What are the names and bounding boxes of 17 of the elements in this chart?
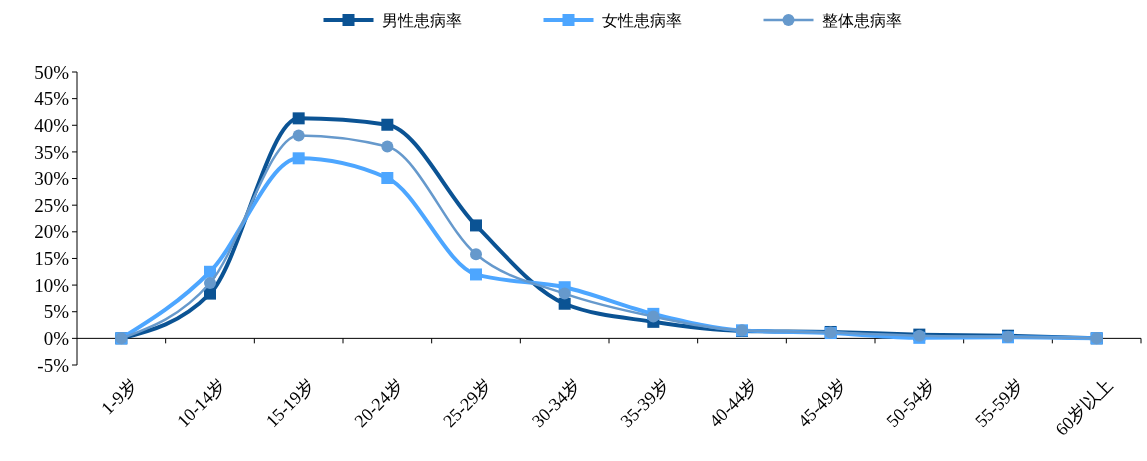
x-tick-label: 1-9岁	[97, 374, 142, 419]
y-tick-label: 15%	[34, 248, 70, 270]
y-tick-label: 30%	[34, 168, 70, 190]
y-tick-label: 10%	[34, 274, 70, 296]
y-tick-label: 45%	[34, 88, 70, 110]
y-tick-label: 35%	[34, 141, 70, 163]
x-tick-label: 60岁以上	[1051, 374, 1117, 440]
y-tick-label: -5%	[37, 354, 70, 376]
legend-label: 整体患病率	[821, 10, 902, 30]
legend-label: 女性患病率	[601, 10, 682, 30]
y-tick-label: 50%	[34, 61, 70, 83]
y-tick-label: 40%	[34, 114, 70, 136]
y-tick-label: 0%	[43, 328, 70, 350]
y-tick-label: 20%	[34, 221, 70, 243]
y-tick-label: 25%	[34, 194, 70, 216]
legend-label: 男性患病率	[381, 10, 462, 30]
y-tick-label: 5%	[43, 301, 70, 323]
